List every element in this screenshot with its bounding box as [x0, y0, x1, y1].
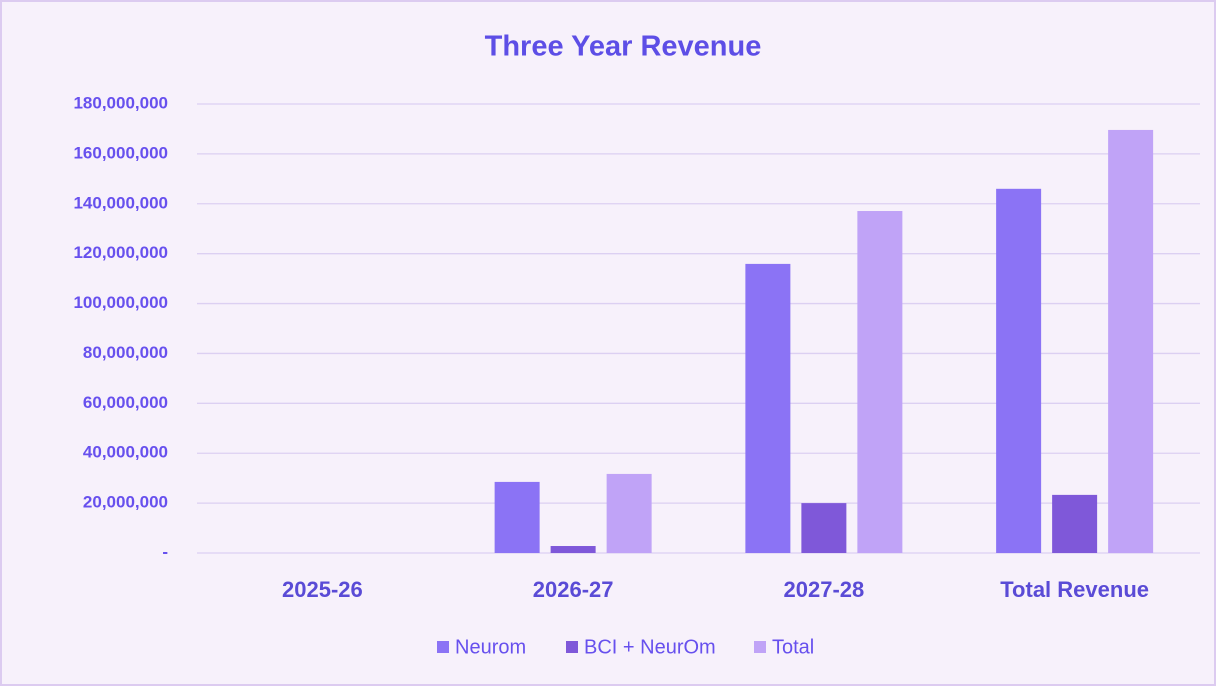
bar [1108, 129, 1154, 554]
legend-label: BCI + NeurOm [584, 636, 716, 658]
x-tick-label: 2027-28 [784, 577, 865, 602]
y-tick-label: 60,000,000 [83, 393, 168, 412]
y-tick-label: 140,000,000 [73, 193, 168, 212]
x-tick-label: 2025-26 [282, 577, 363, 602]
legend-label: Neurom [455, 636, 526, 658]
y-tick-label: 100,000,000 [73, 293, 168, 312]
bar [745, 263, 791, 553]
y-tick-label: 160,000,000 [73, 143, 168, 162]
bar [857, 211, 903, 554]
legend-swatch [754, 641, 766, 653]
x-tick-label: Total Revenue [1000, 577, 1149, 602]
bar [606, 473, 652, 553]
bar [494, 481, 540, 553]
y-tick-label: 20,000,000 [83, 493, 168, 512]
y-tick-label: 180,000,000 [73, 93, 168, 112]
bar [550, 546, 596, 553]
legend-label: Total [772, 636, 814, 658]
chart-title: Three Year Revenue [485, 31, 762, 63]
bar [996, 188, 1042, 554]
legend-swatch [566, 641, 578, 653]
y-tick-label: 40,000,000 [83, 443, 168, 462]
bar [801, 503, 847, 553]
bar [1052, 494, 1098, 553]
legend-swatch [437, 641, 449, 653]
y-tick-label: - [162, 542, 168, 561]
x-tick-label: 2026-27 [533, 577, 614, 602]
y-tick-label: 120,000,000 [73, 243, 168, 262]
y-tick-label: 80,000,000 [83, 343, 168, 362]
